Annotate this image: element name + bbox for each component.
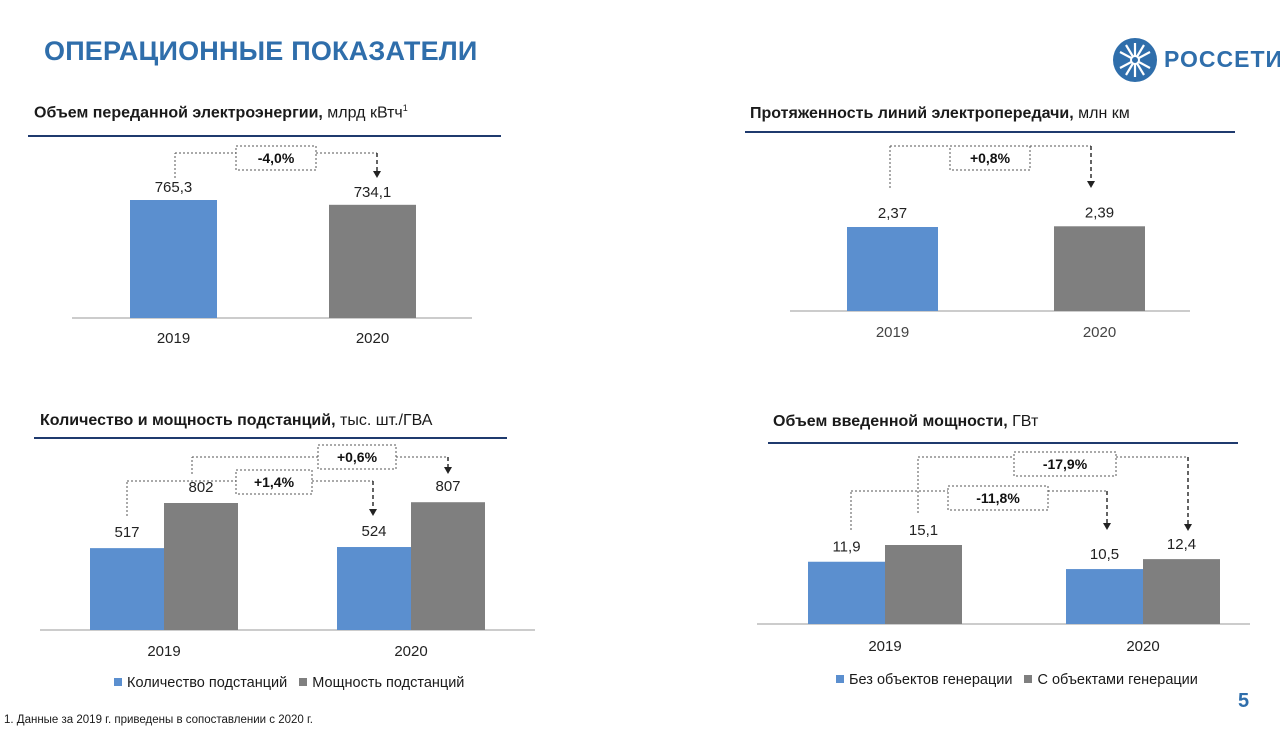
substations-value-2019-s0: 517 — [114, 524, 139, 541]
capacity-value-2020-s0: 10,5 — [1090, 546, 1119, 563]
capacity-change-gen-box — [1013, 451, 1117, 477]
lines-bar-2020 — [1054, 226, 1145, 311]
substations-title-rule — [34, 437, 507, 439]
lines-change-label: +0,8% — [970, 150, 1011, 166]
substations-change-count-label: +1,4% — [254, 474, 295, 490]
page-number: 5 — [1238, 690, 1250, 712]
capacity-xtick-2019: 2019 — [868, 638, 901, 655]
legend-swatch-gen — [1024, 675, 1033, 683]
substations-bar-2019-s1 — [164, 503, 238, 630]
page-title: ОПЕРАЦИОННЫЕ ПОКАЗАТЕЛИ — [44, 36, 478, 66]
capacity-bar-2020-s1 — [1143, 559, 1220, 624]
substations-bar-2020-s0 — [337, 547, 411, 630]
substations-change-power-box — [317, 444, 397, 470]
substations-bar-2020-s1 — [411, 502, 485, 630]
capacity-change-gen-label: -17,9% — [1043, 456, 1088, 472]
energy-change-arrow-head — [373, 171, 381, 178]
capacity-value-2019-s1: 15,1 — [909, 522, 938, 539]
lines-title: Протяженность линий электропередачи, млн… — [750, 105, 1130, 123]
lines-bar-2019 — [847, 227, 938, 311]
energy-xtick-2019: 2019 — [157, 330, 190, 347]
lines-title-bold: Протяженность линий электропередачи, — [750, 105, 1074, 122]
substations-title-bold: Количество и мощность подстанций, — [40, 412, 336, 429]
substations-value-2020-s0: 524 — [361, 523, 386, 540]
legend-swatch-nogen — [836, 675, 844, 683]
energy-change-label: -4,0% — [258, 150, 295, 166]
rosseti-logo: РОССЕТИ — [1112, 37, 1280, 83]
capacity-title-bold: Объем введенной мощности, — [773, 413, 1008, 430]
capacity-change-nogen-box — [947, 485, 1049, 511]
energy-title-unit: млрд кВтч — [327, 104, 403, 122]
substations-value-2020-s1: 807 — [435, 478, 460, 495]
capacity-change-nogen-arrow-head — [1103, 523, 1111, 530]
legend-label-count: Количество подстанций — [127, 675, 288, 691]
lines-xtick-2019: 2019 — [876, 324, 909, 341]
legend-swatch-power — [299, 678, 308, 686]
energy-xtick-2020: 2020 — [356, 330, 389, 347]
substations-title-unit: тыс. шт./ГВА — [340, 412, 433, 429]
substations-change-count-arrow-head — [369, 509, 377, 516]
capacity-legend: Без объектов генерации С объектами генера… — [836, 672, 1210, 688]
legend-label-gen: С объектами генерации — [1037, 672, 1198, 688]
capacity-change-nogen-label: -11,8% — [976, 490, 1020, 506]
lines-change-arrow-head — [1087, 181, 1095, 188]
energy-change-box — [235, 145, 317, 171]
substations-legend: Количество подстанций Мощность подстанций — [114, 675, 476, 691]
capacity-title-unit: ГВт — [1012, 413, 1039, 430]
capacity-bar-2019-s1 — [885, 545, 962, 624]
energy-title-rule — [28, 135, 501, 137]
substations-bar-2019-s0 — [90, 548, 164, 630]
capacity-xtick-2020: 2020 — [1126, 638, 1159, 655]
logo-text: РОССЕТИ — [1164, 46, 1280, 72]
energy-bar-2020 — [329, 204, 416, 318]
substations-value-2019-s1: 802 — [188, 479, 213, 496]
energy-bar-2019 — [130, 200, 217, 318]
capacity-value-2019-s0: 11,9 — [832, 539, 860, 556]
energy-title-bold: Объем переданной электроэнергии, — [34, 104, 323, 122]
rosseti-logo-icon — [1113, 38, 1157, 82]
lines-change-box — [949, 145, 1031, 171]
substations-xtick-2020: 2020 — [394, 643, 427, 660]
lines-value-2019: 2,37 — [878, 205, 907, 222]
lines-title-rule — [745, 131, 1235, 133]
legend-label-nogen: Без объектов генерации — [849, 672, 1013, 688]
legend-label-power: Мощность подстанций — [312, 675, 465, 691]
lines-title-unit: млн км — [1078, 105, 1130, 122]
capacity-bar-2020-s0 — [1066, 569, 1143, 624]
footnote: 1. Данные за 2019 г. приведены в сопоста… — [4, 714, 313, 726]
energy-title: Объем переданной электроэнергии, млрд кВ… — [34, 103, 408, 122]
energy-title-sup: 1 — [402, 103, 408, 113]
substations-title: Количество и мощность подстанций, тыс. ш… — [40, 412, 432, 430]
capacity-title: Объем введенной мощности, ГВт — [773, 413, 1038, 431]
energy-value-2019: 765,3 — [155, 179, 193, 196]
substations-change-power-arrow-head — [444, 467, 452, 474]
energy-value-2020: 734,1 — [354, 184, 392, 201]
capacity-value-2020-s1: 12,4 — [1167, 536, 1196, 553]
lines-xtick-2020: 2020 — [1083, 324, 1116, 341]
lines-value-2020: 2,39 — [1085, 204, 1114, 221]
substations-xtick-2019: 2019 — [147, 643, 180, 660]
capacity-bar-2019-s0 — [808, 561, 885, 624]
substations-change-count-box — [235, 469, 313, 495]
capacity-change-gen-arrow-head — [1184, 524, 1192, 531]
substations-change-power-label: +0,6% — [337, 449, 378, 465]
legend-swatch-count — [114, 678, 122, 686]
capacity-title-rule — [768, 442, 1238, 444]
